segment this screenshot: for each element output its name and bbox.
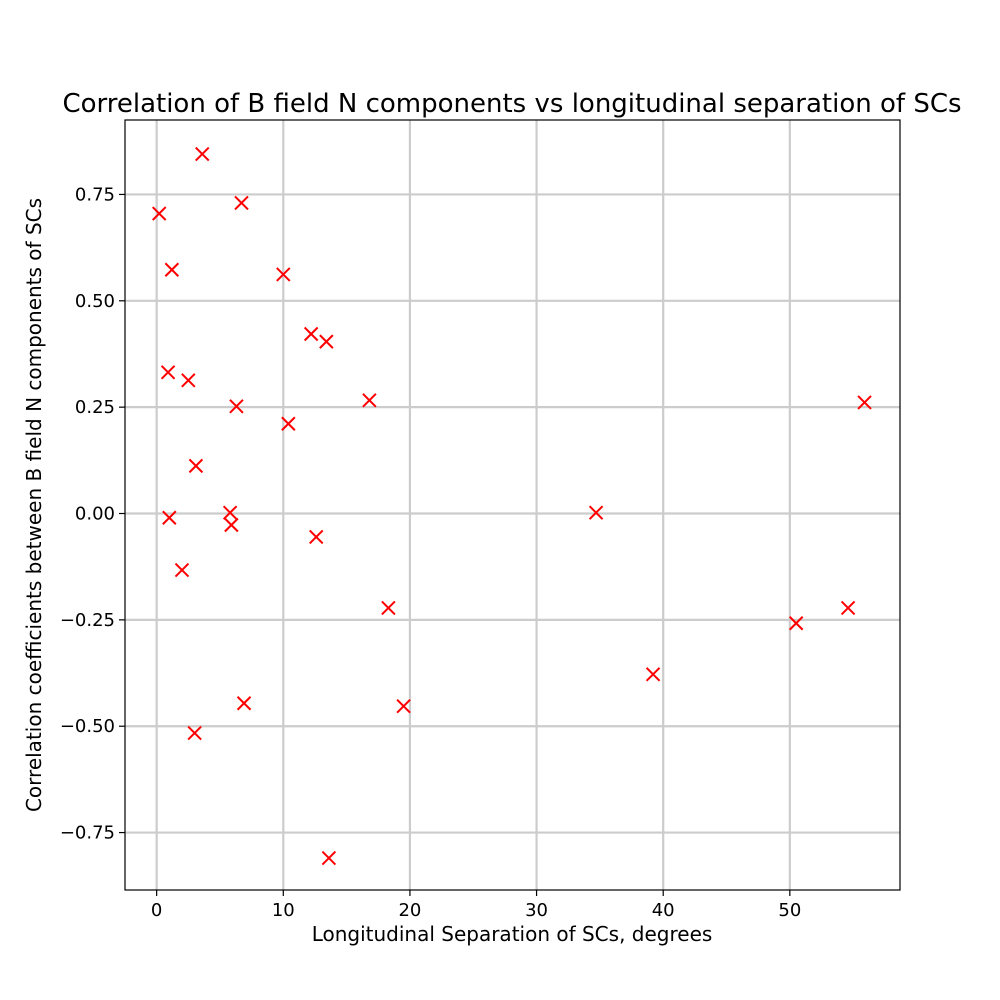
data-point [188,458,204,474]
data-point [362,393,377,408]
y-tick-label: 0.75 [75,184,115,205]
y-tick-label: −0.75 [60,823,115,844]
grid-lines [125,120,900,890]
data-point [788,616,804,631]
data-point [381,600,396,616]
data-point [222,505,238,520]
data-point [303,326,319,342]
x-tick-label: 40 [652,900,675,921]
data-point [234,195,249,211]
x-axis-label: Longitudinal Separation of SCs, degrees [312,922,713,946]
y-tick-label: −0.25 [60,610,115,631]
data-point [151,206,167,221]
data-point [857,395,872,410]
data-point [309,529,324,545]
x-tick-label: 30 [525,900,548,921]
chart-title: Correlation of B field N components vs l… [62,89,961,119]
data-point [160,365,176,380]
y-tick-label: 0.25 [75,397,115,418]
data-point [321,850,337,866]
y-axis-label: Correlation coefficients between B field… [22,198,46,812]
data-point [236,696,252,711]
data-point [195,146,210,162]
y-tick-label: 0.50 [75,291,115,312]
data-point [164,262,180,277]
data-point [396,699,411,714]
data-point [840,600,856,616]
data-point [162,510,177,525]
data-point [319,334,334,349]
x-tick-label: 10 [272,900,295,921]
data-point [645,667,661,682]
data-point [174,562,190,578]
x-tick-label: 20 [398,900,421,921]
x-tick-label: 50 [778,900,801,921]
data-point [588,505,604,520]
data-points [151,146,872,866]
data-point [224,517,239,533]
data-point [276,267,291,282]
y-tick-label: 0.00 [75,504,115,525]
data-point [229,399,244,414]
data-point [281,416,296,431]
axes-frame [124,119,901,891]
data-point [181,373,196,388]
y-tick-label: −0.50 [60,716,115,737]
x-tick-label: 0 [151,900,162,921]
data-point [187,725,202,741]
axis-ticks: 0 10 20 30 40 50 −0.75 −0.50 −0.25 0.00 0.25 0.50 0.… [60,184,801,921]
